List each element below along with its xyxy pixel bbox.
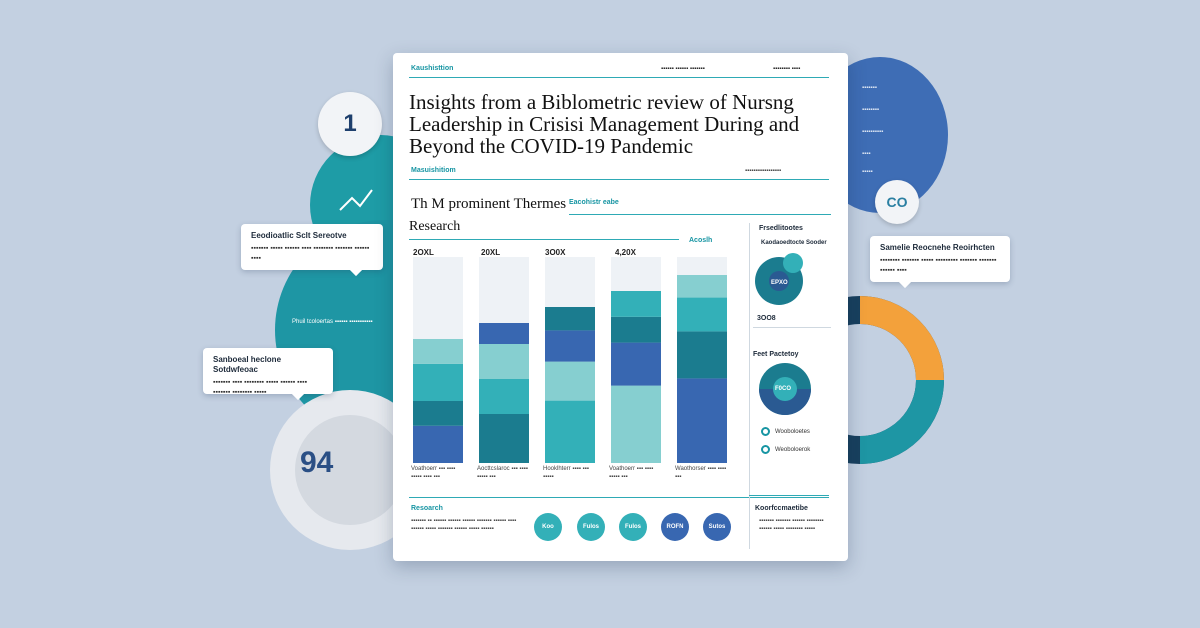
bar-segment [413, 339, 463, 364]
circle-stat-1: Koo [534, 513, 562, 541]
year-label-3: 3O0X [545, 248, 566, 257]
bar-footer-3: Hooklhterr ▪▪▪▪ ▪▪▪ ▪▪▪▪▪ [543, 466, 589, 480]
bar-segment [677, 297, 727, 332]
themes-heading: Th M prominent Thermes [411, 196, 567, 212]
mini-line-icon [339, 189, 373, 211]
bar-segment [611, 342, 661, 386]
callout-right: Samelie Reocnehe Reoirhcten ▪▪▪▪▪▪▪▪ ▪▪▪… [870, 236, 1010, 282]
bar-segment [413, 363, 463, 401]
research-heading: Research [409, 219, 461, 234]
bar-segment [677, 331, 727, 379]
circle-stat-3: Fulos [619, 513, 647, 541]
callout-left-mid: Sanboeal heclone Sotdwfeoac ▪▪▪▪▪▪▪ ▪▪▪▪… [203, 348, 333, 396]
doc-header-left: Kaushisttion [411, 65, 454, 72]
bottom-text: ▪▪▪▪▪▪▪ ▪▪ ▪▪▪▪▪▪ ▪▪▪▪▪▪ ▪▪▪▪▪▪ ▪▪▪▪▪▪▪ … [411, 518, 517, 532]
side-rule-1 [753, 327, 831, 328]
bar-segment [413, 401, 463, 426]
section-right: ▪▪▪▪▪▪▪▪▪▪▪▪▪▪▪▪▪ [745, 168, 782, 174]
bar-segment [677, 275, 727, 298]
bar-segment [479, 344, 529, 379]
bar-segment [545, 400, 595, 463]
section-label: Masuishitiom [411, 167, 456, 174]
side-legend-1: Wooboloetes [761, 427, 810, 436]
bar-segment [611, 291, 661, 317]
bar-footer-5: Waothorser ▪▪▪▪ ▪▪▪▪ ▪▪▪ [675, 466, 727, 480]
side-panel-1-center: EPXO [771, 280, 788, 286]
infographic-document: Kaushisttion ▪▪▪▪▪▪ ▪▪▪▪▪▪ ▪▪▪▪▪▪▪ ▪▪▪▪▪… [393, 53, 848, 561]
side-panel-1-sub: Kaodaoedtocte Sooder [761, 240, 827, 246]
right-blob-text: ▪▪▪▪▪▪▪ ▪▪▪▪▪▪▪▪ ▪▪▪▪▪▪▪▪▪▪ ▪▪▪▪ ▪▪▪▪▪ [862, 85, 884, 175]
side-donut-1 [755, 253, 803, 305]
bar-segment [479, 323, 529, 344]
bar-segment [545, 361, 595, 401]
side-panel-3-title: Koorfccmaetibe [755, 505, 808, 512]
section-rule [409, 179, 829, 180]
bottom-rule [409, 497, 829, 498]
year-label-4: 4,20X [615, 248, 636, 257]
doc-header-right-1: ▪▪▪▪▪▪ ▪▪▪▪▪▪ ▪▪▪▪▪▪▪ [661, 66, 705, 72]
bar-segment [611, 316, 661, 343]
bar-segment [677, 378, 727, 463]
bar-footer-2: Aocttcslaroc ▪▪▪ ▪▪▪▪ ▪▪▪▪▪ ▪▪▪ [477, 466, 528, 480]
bar-segment [479, 379, 529, 414]
bar-segment [413, 425, 463, 463]
side-divider [749, 223, 750, 549]
left-grey-disc-inner [295, 415, 405, 525]
bar-segment [479, 414, 529, 463]
bar-footer-4: Voathoerr ▪▪▪ ▪▪▪▪ ▪▪▪▪▪ ▪▪▪ [609, 466, 654, 480]
side-panel-3-text: ▪▪▪▪▪▪▪ ▪▪▪▪▪▪▪ ▪▪▪▪▪▪ ▪▪▪▪▪▪▪▪ ▪▪▪▪▪▪ ▪… [759, 518, 824, 532]
side-panel-2-center: F0CO [775, 386, 792, 392]
circle-stat-5: Sutos [703, 513, 731, 541]
year-label-2: 20XL [481, 248, 501, 257]
side-donut-2 [759, 363, 811, 415]
big-number: 94 [300, 446, 334, 479]
research-rule [409, 239, 679, 240]
side-rule-2 [749, 495, 829, 496]
bar-segment [545, 330, 595, 362]
legend-ring-icon [761, 445, 770, 454]
stacked-bar-chart [413, 257, 727, 463]
legend-ring-icon [761, 427, 770, 436]
side-legend-2: Weoboloerok [761, 445, 810, 454]
side-panel-1-value: 3OO8 [757, 315, 776, 322]
circle-stat-2: Fulos [577, 513, 605, 541]
bar-segment [611, 385, 661, 463]
side-panel-1-title: Frsedlitootes [759, 225, 803, 232]
left-circle-label: Phuil tcoloertas ▪▪▪▪▪▪ ▪▪▪▪▪▪▪▪▪▪▪ [292, 319, 373, 325]
side-panel-2-title: Feet Pactetoy [753, 351, 799, 358]
right-pin-icon: CO [875, 180, 919, 224]
themes-rule [569, 214, 831, 215]
doc-header-right-2: ▪▪▪▪▪▪▪▪ ▪▪▪▪ [773, 66, 801, 72]
bottom-label: Resoarch [411, 505, 443, 512]
year-label-1: 2OXL [413, 248, 434, 257]
circle-stat-4: ROFN [661, 513, 689, 541]
number-pin: 1 [318, 92, 382, 156]
bars-top-label: Acoslh [689, 237, 713, 244]
doc-title: Insights from a Biblometric review of Nu… [409, 90, 800, 158]
themes-tag: Eacohistr eabe [569, 199, 619, 206]
bar-footer-1: Voathoerr ▪▪▪ ▪▪▪▪ ▪▪▪▪▪ ▪▪▪▪ ▪▪▪ [411, 466, 456, 480]
callout-left-top: Eeodioatlic Sclt Sereotve ▪▪▪▪▪▪▪ ▪▪▪▪▪ … [241, 224, 383, 270]
header-rule [409, 77, 829, 78]
bar-segment [545, 307, 595, 331]
